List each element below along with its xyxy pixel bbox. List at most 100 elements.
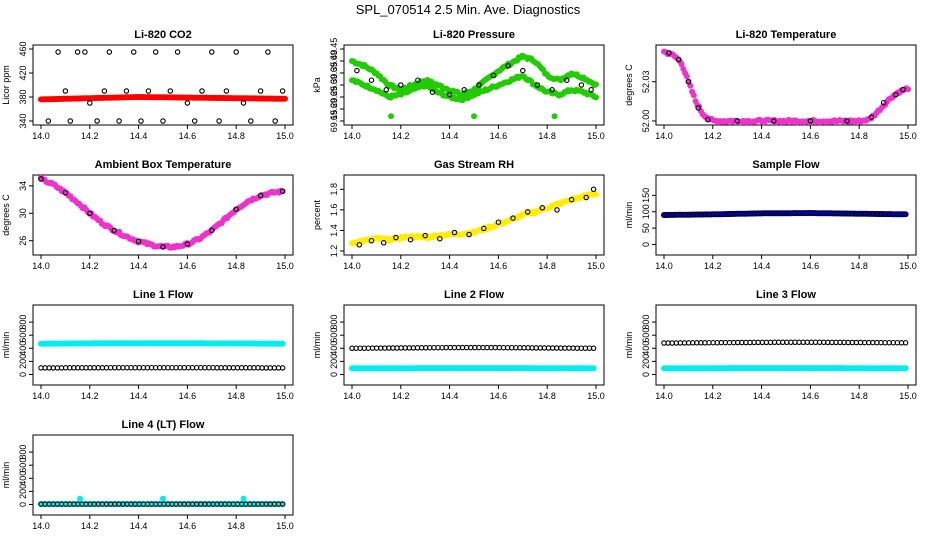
y-tick-label: 400 — [18, 471, 28, 486]
data-point — [539, 205, 546, 211]
x-tick-label: 15.0 — [276, 521, 294, 531]
panel-title: Line 1 Flow — [133, 289, 193, 301]
data-point — [490, 72, 497, 79]
panel-9: Line 4 (LT) Flow ml/min 14.0 14.2 14.4 14.6 14… — [1, 419, 294, 531]
y-axis-label: ml/min — [624, 202, 634, 229]
data-point — [257, 192, 264, 199]
data-point — [184, 100, 191, 106]
plot-frame — [343, 44, 605, 126]
data-point — [476, 82, 482, 88]
data-point — [902, 340, 909, 346]
data-point — [45, 118, 52, 124]
x-tick-label: 14.4 — [130, 521, 148, 531]
x-tick-label: 14.6 — [179, 391, 197, 401]
data-point — [160, 118, 166, 124]
series-1 — [661, 210, 909, 218]
x-tick-label: 14.4 — [130, 131, 148, 141]
y-tick-label: 800 — [18, 445, 28, 460]
x-tick-label: 15.0 — [899, 391, 917, 401]
y-tick-label: 800 — [641, 315, 651, 330]
series-1 — [38, 176, 286, 250]
data-point — [106, 49, 113, 55]
plot-frame — [32, 44, 294, 126]
data-point — [233, 49, 239, 55]
data-point — [534, 82, 541, 88]
data-point — [902, 365, 909, 372]
panel-5: Sample Flow ml/min 14.0 14.2 14.4 14.6 14.8 15.… — [624, 159, 917, 271]
x-tick-label: 14.8 — [538, 261, 556, 271]
x-tick-label: 15.0 — [276, 391, 294, 401]
x-tick-label: 14.0 — [32, 391, 50, 401]
y-tick-label: 0 — [18, 372, 28, 377]
x-tick-label: 14.4 — [753, 391, 771, 401]
data-point — [279, 340, 286, 347]
data-point — [383, 87, 389, 93]
x-tick-label: 14.2 — [392, 261, 410, 271]
x-tick-label: 14.4 — [441, 391, 459, 401]
x-tick-label: 14.2 — [704, 261, 722, 271]
y-tick-label: 200 — [18, 354, 28, 369]
x-tick-label: 14.8 — [850, 131, 868, 141]
data-point — [407, 236, 414, 243]
data-point — [583, 194, 589, 201]
data-point — [446, 91, 453, 98]
series-0 — [348, 52, 600, 98]
series-0 — [38, 340, 286, 347]
y-tick-label: 380 — [18, 89, 28, 104]
x-tick-label: 14.2 — [81, 521, 99, 531]
data-point — [184, 241, 191, 247]
y-tick-label: 460 — [18, 41, 28, 56]
y-tick-label: 26 — [18, 236, 28, 246]
data-point — [495, 219, 502, 225]
y-axis-label: ml/min — [312, 332, 322, 359]
data-point — [279, 501, 286, 507]
data-point — [265, 49, 271, 55]
y-tick-label: 1.4 — [329, 224, 339, 237]
plot-frame — [343, 304, 605, 386]
data-point — [868, 114, 875, 120]
data-point — [116, 118, 122, 124]
x-tick-label: 14.6 — [490, 391, 508, 401]
y-axis-label: ml/min — [624, 332, 634, 359]
panel-title: Sample Flow — [752, 159, 820, 171]
page-title: SPL_070514 2.5 Min. Ave. Diagnostics — [355, 2, 581, 17]
panel-title: Line 4 (LT) Flow — [122, 419, 205, 431]
series-1 — [38, 501, 286, 507]
y-tick-label: 50 — [641, 223, 651, 233]
y-tick-label: 1.2 — [329, 245, 339, 258]
x-tick-label: 14.6 — [490, 131, 508, 141]
data-point — [138, 118, 144, 124]
y-tick-label: 200 — [329, 354, 339, 369]
x-tick-label: 14.8 — [227, 391, 245, 401]
y-tick-label: 69.20 — [329, 98, 339, 121]
data-point — [145, 88, 152, 94]
data-point — [209, 227, 215, 234]
data-point — [279, 188, 286, 195]
x-tick-label: 14.0 — [343, 391, 361, 401]
data-point — [893, 92, 899, 98]
data-point — [902, 211, 909, 218]
y-tick-label: 200 — [18, 484, 28, 499]
data-point — [199, 88, 205, 94]
data-point — [461, 87, 467, 93]
data-point — [695, 105, 701, 111]
data-point — [67, 118, 74, 124]
x-tick-label: 14.2 — [81, 261, 99, 271]
x-tick-label: 14.8 — [227, 521, 245, 531]
y-tick-label: 52.00 — [641, 110, 651, 133]
data-point — [685, 78, 692, 85]
data-point — [690, 92, 697, 99]
x-tick-label: 15.0 — [587, 131, 605, 141]
data-point — [481, 225, 487, 232]
data-point — [588, 87, 594, 93]
y-tick-label: 0 — [18, 502, 28, 507]
y-tick-label: 69.40 — [329, 50, 339, 73]
series-0 — [661, 48, 912, 126]
data-point — [94, 118, 100, 124]
y-tick-label: 800 — [329, 315, 339, 330]
data-point — [563, 77, 570, 83]
plot-frame — [32, 434, 294, 516]
data-point — [62, 189, 69, 196]
data-point — [191, 118, 198, 124]
y-tick-label: 600 — [641, 328, 651, 343]
